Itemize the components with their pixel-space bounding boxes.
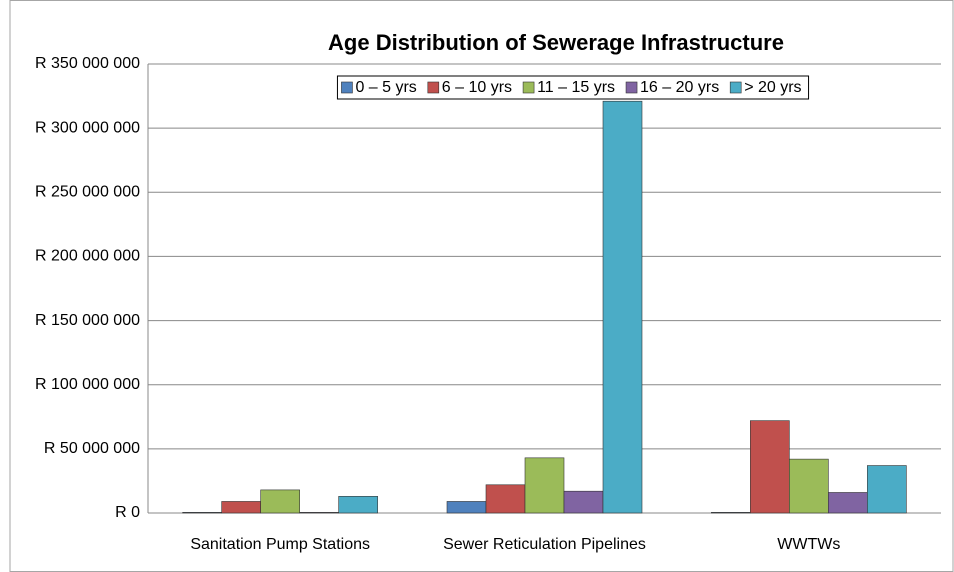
y-tick-label: R 250 000 000	[35, 184, 140, 201]
x-tick-label: Sewer Reticulation Pipelines	[443, 536, 646, 553]
bar	[524, 457, 565, 514]
y-tick-label: R 300 000 000	[35, 119, 140, 136]
y-tick-label: R 0	[115, 504, 140, 521]
legend-swatch	[625, 81, 638, 94]
bar	[260, 489, 300, 514]
y-tick-label: R 200 000 000	[35, 248, 140, 265]
legend-swatch	[427, 81, 440, 94]
legend-swatch	[341, 81, 353, 94]
bar	[485, 484, 526, 514]
legend-swatch	[522, 81, 535, 94]
y-tick-label: R 50 000 000	[44, 440, 140, 457]
y-tick-label: R 100 000 000	[35, 376, 140, 393]
x-tick-label: WWTWs	[777, 536, 840, 553]
bar	[182, 512, 222, 514]
bar	[828, 492, 868, 514]
chart-title: Age Distribution of Sewerage Infrastruct…	[328, 30, 784, 55]
legend-swatch	[729, 81, 742, 94]
y-tick-label: R 350 000 000	[35, 55, 140, 72]
bar	[789, 458, 829, 514]
x-tick-label: Sanitation Pump Stations	[190, 536, 370, 553]
bar	[867, 465, 907, 514]
bar	[446, 501, 487, 514]
bar	[750, 420, 790, 514]
legend-label: 16 – 20 yrs	[640, 79, 719, 96]
bar	[299, 512, 339, 514]
legend-label: 0 – 5 yrs	[355, 79, 416, 96]
bar	[338, 496, 378, 514]
bar	[602, 100, 643, 514]
legend-label: 6 – 10 yrs	[442, 79, 512, 96]
bar	[711, 512, 751, 514]
y-tick-label: R 150 000 000	[35, 312, 140, 329]
legend-box	[336, 75, 810, 100]
bar	[221, 501, 261, 514]
bar	[563, 490, 604, 514]
legend-label: > 20 yrs	[744, 79, 801, 96]
legend-label: 11 – 15 yrs	[537, 79, 615, 96]
